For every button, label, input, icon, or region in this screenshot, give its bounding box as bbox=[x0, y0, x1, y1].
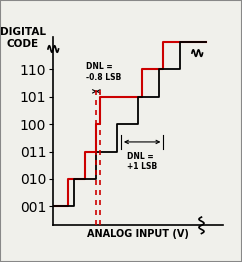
Text: DNL =
-0.8 LSB: DNL = -0.8 LSB bbox=[86, 62, 121, 82]
Text: DNL =
+1 LSB: DNL = +1 LSB bbox=[127, 151, 158, 171]
Text: DIGITAL
CODE: DIGITAL CODE bbox=[0, 27, 46, 49]
X-axis label: ANALOG INPUT (V): ANALOG INPUT (V) bbox=[87, 230, 189, 239]
